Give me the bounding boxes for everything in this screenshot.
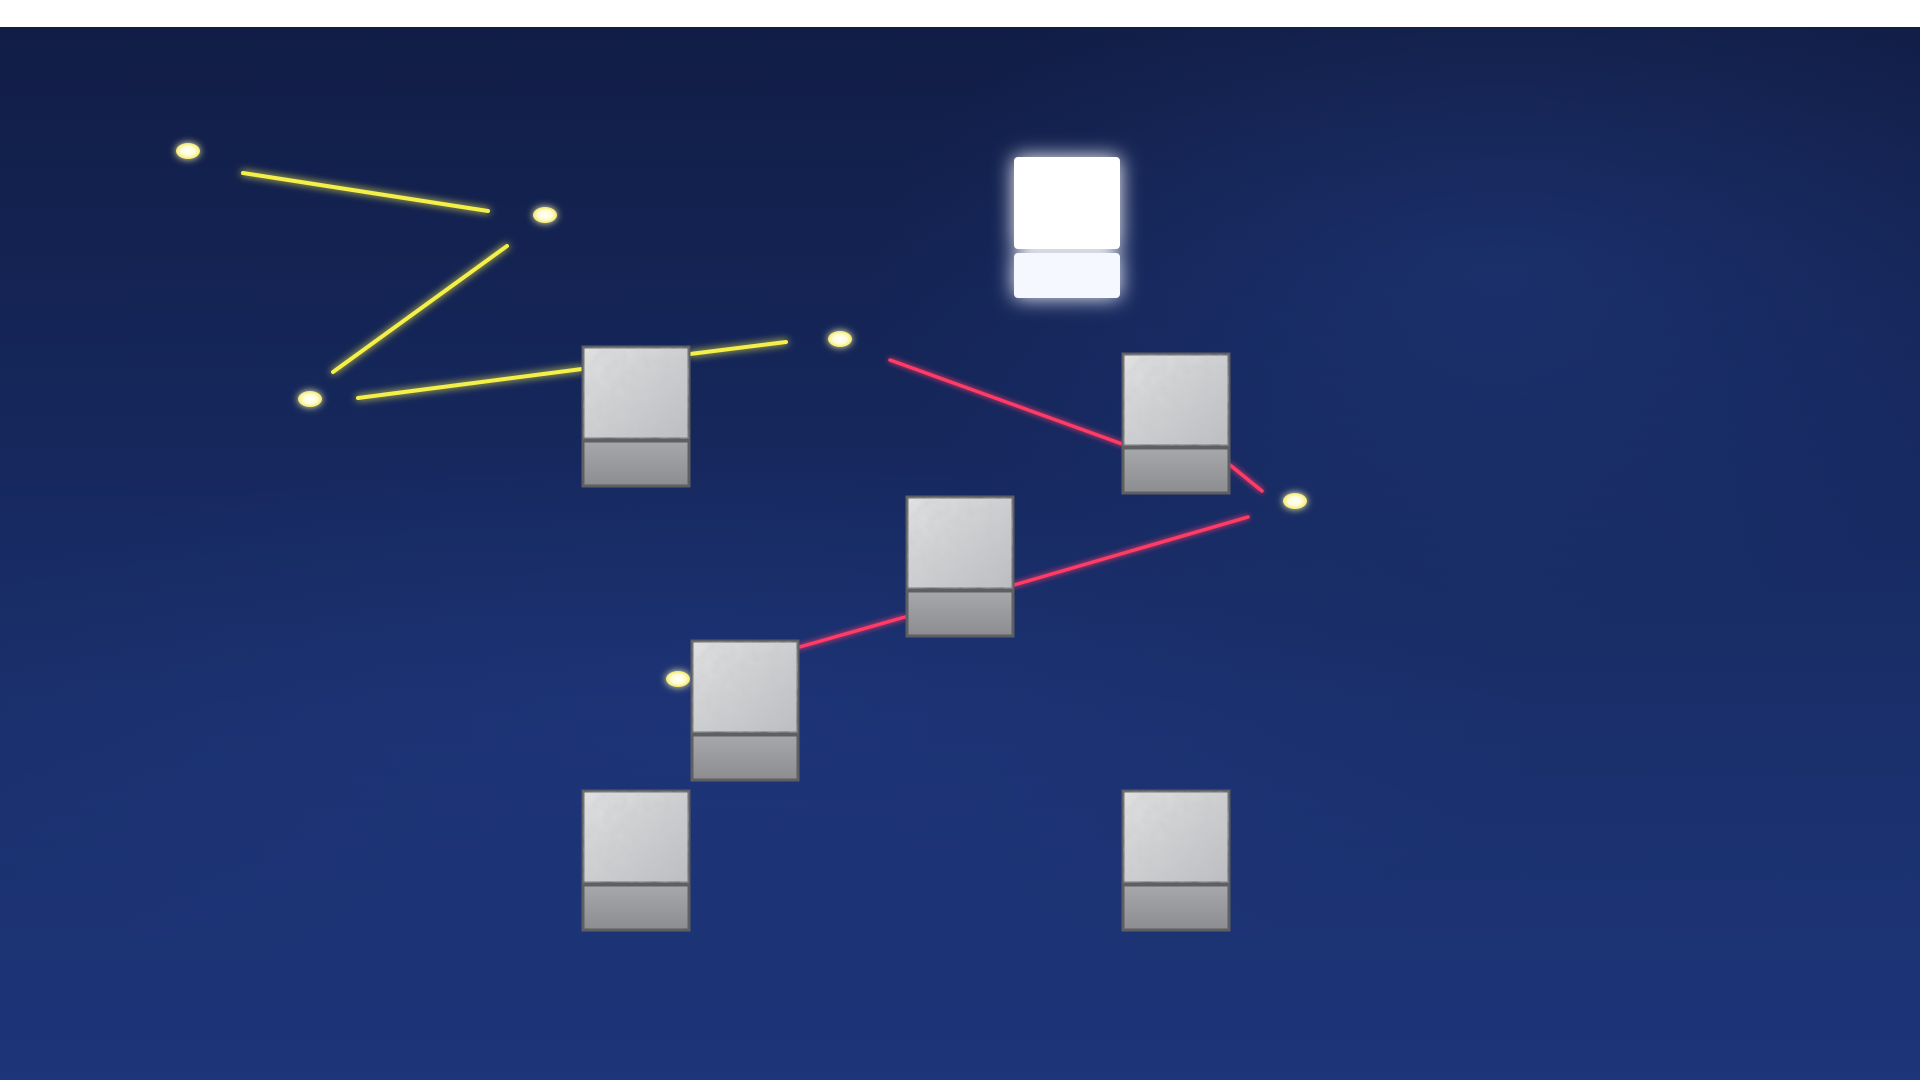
game-scene[interactable] (0, 27, 1920, 1080)
light-nodes (176, 143, 1307, 687)
stone-block[interactable] (581, 789, 691, 932)
red-beam-1 (888, 358, 1127, 447)
light-node[interactable] (533, 207, 557, 223)
light-node[interactable] (666, 671, 690, 687)
yellow-beam-2 (331, 244, 509, 374)
light-node[interactable] (1283, 493, 1307, 509)
stone-block[interactable] (1121, 789, 1231, 932)
red-laser-beams (794, 358, 1264, 650)
yellow-laser-beams (241, 171, 788, 400)
stone-block[interactable] (905, 495, 1015, 638)
light-node[interactable] (176, 143, 200, 159)
stone-block[interactable] (581, 345, 691, 488)
light-node[interactable] (828, 331, 852, 347)
red-beam-3 (1012, 515, 1250, 587)
yellow-beam-3 (356, 367, 584, 400)
light-node[interactable] (298, 391, 322, 407)
game-canvas[interactable] (0, 27, 1920, 1080)
stone-blocks (581, 345, 1231, 932)
goal-light-block[interactable] (1014, 157, 1120, 298)
yellow-beam-4 (688, 340, 788, 356)
stone-block[interactable] (690, 639, 800, 782)
window-top-bar (0, 0, 1920, 27)
yellow-beam-1 (241, 171, 490, 213)
stone-block[interactable] (1121, 352, 1231, 495)
red-beam-2 (1228, 463, 1264, 493)
red-beam-4 (794, 615, 907, 650)
